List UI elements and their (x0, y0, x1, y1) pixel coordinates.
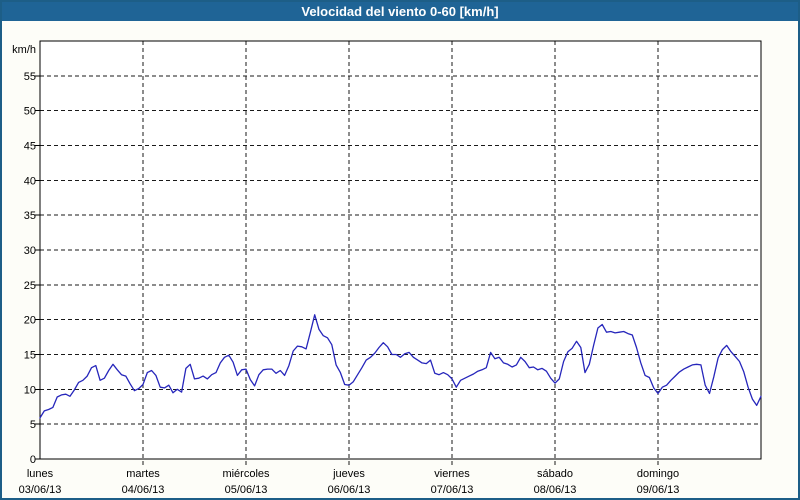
y-tick-label: 35 (24, 210, 36, 222)
y-tick-label: 10 (24, 384, 36, 396)
title-bar (2, 2, 798, 21)
y-tick-label: 40 (24, 175, 36, 187)
x-date-label: 07/06/13 (431, 484, 474, 496)
y-tick-label: 20 (24, 315, 36, 327)
x-day-label: jueves (332, 468, 365, 480)
plot-border (39, 40, 762, 460)
x-day-label: sábado (537, 468, 573, 480)
y-tick-label: 25 (24, 280, 36, 292)
x-day-label: martes (126, 468, 160, 480)
x-day-label: viernes (434, 468, 470, 480)
chart-title: Velocidad del viento 0-60 [km/h] (301, 4, 498, 19)
wind-speed-line (39, 314, 762, 419)
x-day-label: domingo (637, 468, 679, 480)
x-date-label: 08/06/13 (534, 484, 577, 496)
plot-area: 0 5 10 15 20 25 30 35 40 45 50 55 km/h lunes 03/06/13 m… (12, 40, 762, 496)
x-date-label: 04/06/13 (122, 484, 165, 496)
x-date-label: 09/06/13 (637, 484, 680, 496)
x-day-label: lunes (27, 468, 54, 480)
x-date-label: 03/06/13 (19, 484, 62, 496)
x-date-label: 05/06/13 (225, 484, 268, 496)
y-axis-unit-label: km/h (12, 44, 36, 56)
y-tick-label: 45 (24, 141, 36, 153)
y-tick-label: 5 (30, 419, 36, 431)
y-tick-label: 30 (24, 245, 36, 257)
x-date-label: 06/06/13 (328, 484, 371, 496)
y-tick-label: 15 (24, 350, 36, 362)
x-day-label: miércoles (222, 468, 270, 480)
y-tick-label: 55 (24, 71, 36, 83)
y-tick-label: 0 (30, 454, 36, 466)
y-tick-label: 50 (24, 106, 36, 118)
